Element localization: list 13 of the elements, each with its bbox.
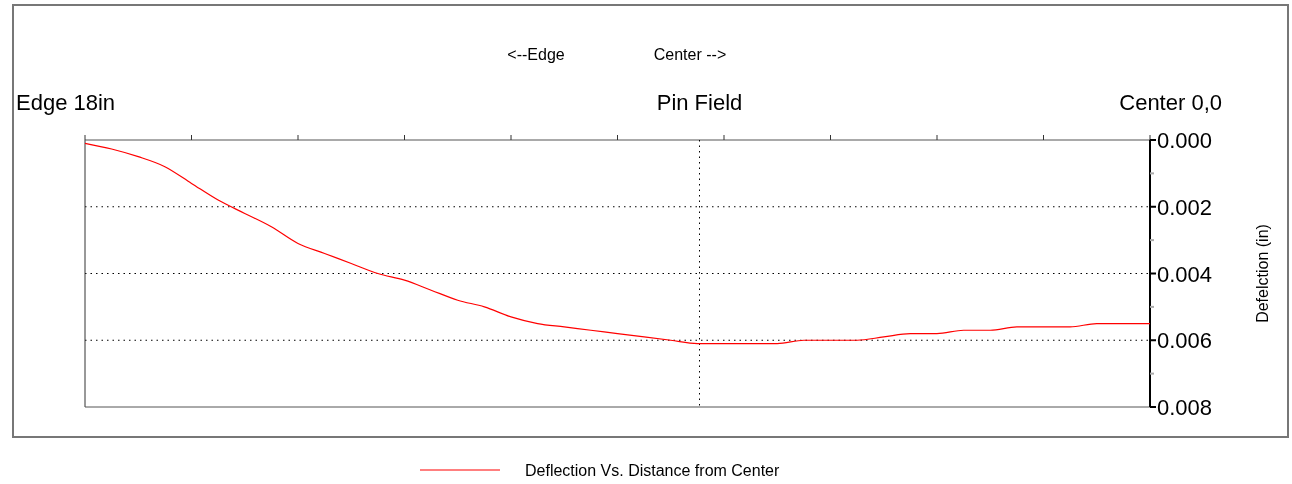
text: Center --> xyxy=(653,46,727,63)
text: <--Edge xyxy=(507,46,565,63)
y-axis-title: Defelction (in) xyxy=(1254,224,1271,323)
text: Pin Field xyxy=(656,90,743,115)
y-tick-label: 0.002 xyxy=(1157,194,1213,220)
y-tick-label: 0.000 xyxy=(1157,128,1213,153)
y-tick-label: 0.006 xyxy=(1157,328,1213,354)
y-tick-label: 0.008 xyxy=(1157,395,1213,420)
legend-label: Deflection Vs. Distance from Center xyxy=(525,462,780,479)
text: Edge 18in xyxy=(16,90,116,115)
line-series xyxy=(84,142,1151,345)
text: Center 0,0 xyxy=(1119,90,1222,115)
y-tick-label: 0.004 xyxy=(1157,261,1213,287)
